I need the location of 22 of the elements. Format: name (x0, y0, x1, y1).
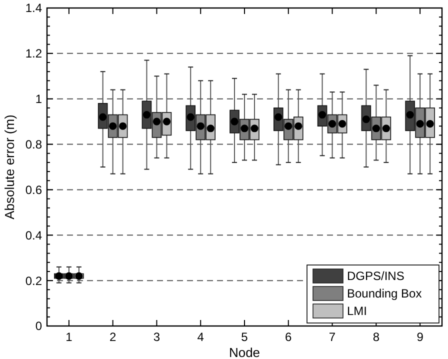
y-tick-label: 0 (35, 319, 42, 334)
x-tick-label: 2 (109, 330, 116, 344)
legend-label: Bounding Box (347, 286, 422, 301)
y-tick-label: 1 (35, 92, 42, 106)
y-tick-label: 1.2 (25, 46, 42, 61)
x-tick-label: 7 (328, 330, 336, 344)
y-tick-label: 0.6 (25, 182, 42, 197)
x-tick-label: 4 (197, 330, 204, 344)
legend-label: LMI (347, 304, 368, 318)
y-axis-title: Absolute error (m) (2, 114, 17, 220)
x-tick-label: 5 (241, 330, 248, 344)
x-tick-label: 1 (66, 330, 73, 344)
y-tick-label: 1.4 (25, 1, 42, 16)
x-tick-label: 3 (153, 330, 160, 344)
y-tick-label: 0.2 (25, 274, 42, 288)
legend-label: DGPS/INS (347, 269, 404, 284)
x-axis-title: Node (228, 345, 260, 359)
x-tick-label: 6 (285, 330, 292, 344)
x-tick-label: 9 (416, 330, 424, 344)
y-tick-label: 0.8 (25, 137, 42, 152)
x-tick-label: 8 (372, 330, 380, 344)
y-tick-label: 0.4 (25, 228, 42, 242)
